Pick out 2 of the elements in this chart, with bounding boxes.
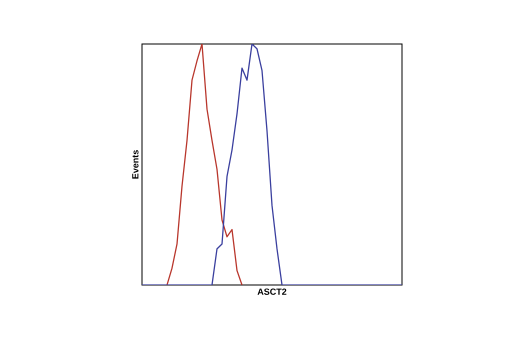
y-axis-title: Events	[132, 150, 138, 179]
x-axis-title: ASCT2	[258, 288, 286, 295]
